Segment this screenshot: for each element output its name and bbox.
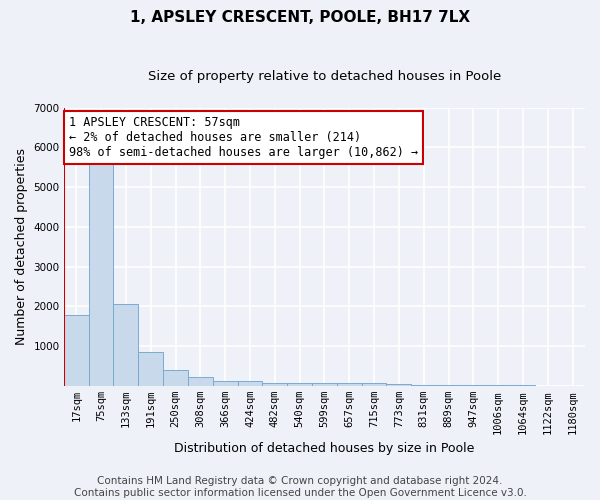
Bar bbox=[213, 382, 238, 386]
Bar bbox=[89, 156, 113, 386]
Text: 1, APSLEY CRESCENT, POOLE, BH17 7LX: 1, APSLEY CRESCENT, POOLE, BH17 7LX bbox=[130, 10, 470, 25]
Bar bbox=[113, 304, 138, 386]
Bar bbox=[312, 383, 337, 386]
Bar bbox=[238, 382, 262, 386]
Bar bbox=[337, 382, 362, 386]
Bar bbox=[188, 376, 213, 386]
Bar bbox=[262, 382, 287, 386]
Bar bbox=[287, 382, 312, 386]
Bar bbox=[362, 383, 386, 386]
Bar bbox=[436, 385, 461, 386]
Bar bbox=[461, 385, 486, 386]
Bar bbox=[138, 352, 163, 386]
Y-axis label: Number of detached properties: Number of detached properties bbox=[15, 148, 28, 346]
X-axis label: Distribution of detached houses by size in Poole: Distribution of detached houses by size … bbox=[174, 442, 475, 455]
Bar bbox=[411, 384, 436, 386]
Title: Size of property relative to detached houses in Poole: Size of property relative to detached ho… bbox=[148, 70, 501, 83]
Bar bbox=[64, 315, 89, 386]
Bar bbox=[386, 384, 411, 386]
Text: 1 APSLEY CRESCENT: 57sqm
← 2% of detached houses are smaller (214)
98% of semi-d: 1 APSLEY CRESCENT: 57sqm ← 2% of detache… bbox=[69, 116, 418, 159]
Text: Contains HM Land Registry data © Crown copyright and database right 2024.
Contai: Contains HM Land Registry data © Crown c… bbox=[74, 476, 526, 498]
Bar bbox=[163, 370, 188, 386]
